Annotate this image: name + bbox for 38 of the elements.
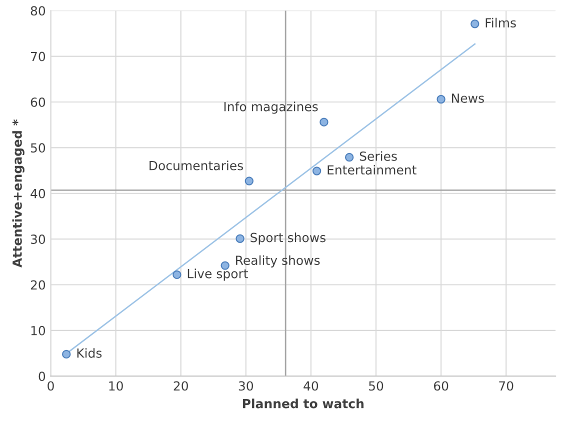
annotation: Films: [486, 18, 516, 28]
x-tick-label: 50: [369, 381, 384, 391]
y-tick-label: 30: [30, 234, 46, 244]
point: [320, 118, 328, 126]
annotation: Series: [360, 151, 397, 161]
point: [312, 166, 322, 176]
point: [172, 270, 182, 280]
y-tick-label: 10: [31, 326, 46, 336]
x-tick-label: 0: [48, 381, 54, 391]
x-tick-label: 20: [174, 381, 188, 391]
y-tick-label: 70: [31, 52, 46, 62]
x-tick-label: 30: [238, 381, 254, 391]
y-tick-label: 80: [30, 6, 46, 16]
x-tick-label: 40: [304, 381, 318, 391]
y-tick-label: 40: [30, 188, 46, 198]
y-axis-title: Attentive+engaged *: [12, 119, 24, 268]
point: [344, 152, 354, 162]
annotation: Documentaries: [150, 160, 243, 170]
annotation: News: [452, 94, 484, 103]
point: [470, 20, 480, 28]
x-tick-label: 10: [109, 381, 123, 391]
x-tick-label: 70: [499, 381, 514, 391]
annotation: Reality shows: [236, 255, 320, 268]
annotation: Kids: [77, 348, 102, 358]
y-tick-label: 60: [30, 97, 46, 107]
point: [236, 234, 244, 243]
x-axis-title: Planned to watch: [242, 398, 364, 408]
annotation: Sport shows: [250, 232, 326, 245]
point: [436, 94, 446, 104]
y-tick-label: 0: [38, 372, 46, 382]
point: [62, 350, 71, 359]
point: [244, 176, 254, 186]
y-tick-label: 20: [30, 280, 46, 290]
annotation: Live sport: [188, 268, 248, 281]
x-tick-label: 60: [434, 381, 448, 391]
annotation: Info magazines: [224, 102, 318, 114]
y-tick-label: 50: [30, 143, 46, 153]
annotation: Entertainment: [328, 164, 416, 175]
